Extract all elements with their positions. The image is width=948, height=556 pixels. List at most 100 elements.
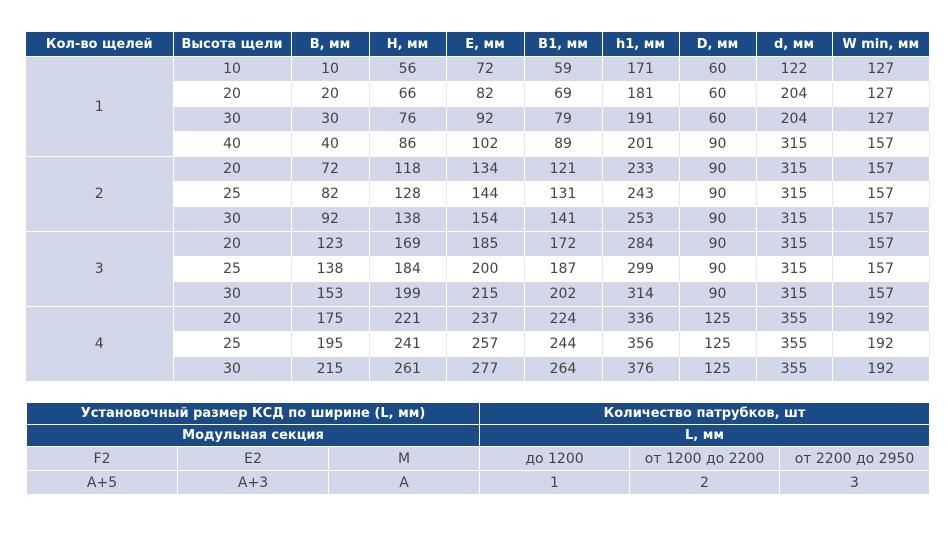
table-cell: 69 bbox=[524, 81, 603, 107]
table-cell: 122 bbox=[756, 56, 833, 82]
table-cell: 121 bbox=[524, 156, 603, 182]
table-cell: 30 bbox=[173, 281, 292, 307]
table-cell: 89 bbox=[524, 131, 603, 157]
table-cell: 2 bbox=[629, 470, 780, 495]
slot-count-cell: 3 bbox=[26, 231, 174, 307]
table-cell: 314 bbox=[602, 281, 680, 307]
table-cell: 184 bbox=[369, 256, 447, 282]
table-cell: M bbox=[328, 446, 480, 471]
table-cell: 315 bbox=[756, 231, 833, 257]
table-cell: 10 bbox=[173, 56, 292, 82]
table-cell: 60 bbox=[679, 106, 757, 132]
table-row: 1 10 10 56 72 59 171 60 122 127 bbox=[26, 56, 929, 157]
install-row: F2 E2 M до 1200 от 1200 до 2200 от 2200 … bbox=[26, 446, 931, 471]
table-row: 30 92 138 154 141 253 90 315 157 bbox=[26, 206, 929, 232]
table-cell: 90 bbox=[679, 181, 757, 207]
table-cell: E2 bbox=[177, 446, 329, 471]
table-cell: 204 bbox=[756, 81, 833, 107]
dimensions-body: 1 10 10 56 72 59 171 60 122 127 20 20 66 82 69 181 60 204… bbox=[26, 56, 930, 381]
table-cell: 72 bbox=[291, 156, 370, 182]
table-cell: 82 bbox=[291, 181, 370, 207]
table-cell: 224 bbox=[524, 306, 603, 332]
table-cell: F2 bbox=[26, 446, 178, 471]
table-row: 20 20 66 82 69 181 60 204 127 bbox=[26, 81, 930, 107]
install-size-table: Установочный размер КСД по ширине (L, мм… bbox=[26, 402, 931, 495]
table-cell: 355 bbox=[756, 356, 833, 381]
table-cell: от 2200 до 2950 bbox=[778, 446, 931, 471]
table-row: 30 215 261 277 264 376 125 355 192 bbox=[26, 356, 929, 381]
install-width-header: Установочный размер КСД по ширине (L, мм… bbox=[26, 402, 480, 425]
table-cell: 253 bbox=[602, 206, 680, 232]
table-cell: 181 bbox=[602, 81, 680, 107]
table-row: 25 138 184 200 187 299 90 315 157 bbox=[26, 256, 930, 282]
length-header: L, мм bbox=[478, 424, 931, 447]
table-cell: 187 bbox=[524, 256, 603, 282]
table-cell: 138 bbox=[291, 256, 370, 282]
table-cell: 90 bbox=[679, 156, 757, 182]
table-cell: 127 bbox=[832, 106, 929, 132]
table-cell: 20 bbox=[291, 81, 370, 107]
col-header: d, мм bbox=[756, 32, 833, 57]
table-cell: 40 bbox=[173, 131, 292, 157]
table-cell: 192 bbox=[832, 331, 930, 357]
table-cell: 134 bbox=[446, 156, 525, 182]
col-header: Кол-во щелей bbox=[26, 32, 174, 57]
table-cell: 277 bbox=[446, 356, 525, 381]
table-cell: 30 bbox=[173, 106, 292, 132]
table-row: 25 195 241 257 244 356 125 355 192 bbox=[26, 331, 930, 357]
table-cell: 127 bbox=[832, 81, 930, 107]
table-cell: 30 bbox=[173, 356, 292, 381]
table-cell: 154 bbox=[446, 206, 525, 232]
table-cell: 204 bbox=[756, 106, 833, 132]
table-cell: 125 bbox=[679, 306, 757, 332]
table-cell: 144 bbox=[446, 181, 525, 207]
table-row: 40 40 86 102 89 201 90 315 157 bbox=[26, 131, 930, 157]
table-cell: 233 bbox=[602, 156, 680, 182]
table-cell: 40 bbox=[291, 131, 370, 157]
nozzle-count-header: Количество патрубков, шт bbox=[478, 402, 931, 425]
table-cell: 60 bbox=[679, 56, 757, 82]
modular-section-header: Модульная секция bbox=[26, 424, 480, 447]
table-cell: 157 bbox=[832, 281, 929, 307]
table-cell: 315 bbox=[756, 281, 833, 307]
table-cell: 202 bbox=[524, 281, 603, 307]
table-cell: 25 bbox=[173, 256, 292, 282]
table-cell: 20 bbox=[173, 231, 292, 257]
table-cell: 284 bbox=[602, 231, 680, 257]
table-cell: 90 bbox=[679, 206, 757, 232]
table-cell: 241 bbox=[369, 331, 447, 357]
col-header: E, мм bbox=[446, 32, 525, 57]
table-cell: 76 bbox=[369, 106, 447, 132]
table-cell: 201 bbox=[602, 131, 680, 157]
table-cell: 92 bbox=[446, 106, 525, 132]
table-cell: 157 bbox=[832, 131, 930, 157]
table-cell: 315 bbox=[756, 156, 833, 182]
table-cell: 199 bbox=[369, 281, 447, 307]
table-cell: 157 bbox=[832, 156, 929, 182]
col-header: D, мм bbox=[679, 32, 757, 57]
table-cell: 315 bbox=[756, 181, 833, 207]
table-cell: 90 bbox=[679, 256, 757, 282]
table-cell: 172 bbox=[524, 231, 603, 257]
table-cell: 315 bbox=[756, 256, 833, 282]
table-cell: 138 bbox=[369, 206, 447, 232]
table-cell: от 1200 до 2200 bbox=[629, 446, 780, 471]
col-header: B1, мм bbox=[524, 32, 603, 57]
table-cell: 20 bbox=[173, 156, 292, 182]
table-cell: 257 bbox=[446, 331, 525, 357]
table-cell: 315 bbox=[756, 206, 833, 232]
table-cell: 79 bbox=[524, 106, 603, 132]
table-cell: 90 bbox=[679, 131, 757, 157]
table-cell: A+5 bbox=[26, 470, 178, 495]
table-cell: 355 bbox=[756, 331, 833, 357]
table-cell: 86 bbox=[369, 131, 447, 157]
install-header-row: Установочный размер КСД по ширине (L, мм… bbox=[26, 402, 931, 425]
table-cell: 90 bbox=[679, 281, 757, 307]
table-cell: 128 bbox=[369, 181, 447, 207]
table-cell: 25 bbox=[173, 181, 292, 207]
dimensions-header-row: Кол-во щелей Высота щели B, мм H, мм E, … bbox=[26, 32, 929, 57]
table-cell: 20 bbox=[173, 306, 292, 332]
table-cell: 1 bbox=[479, 470, 630, 495]
table-cell: 157 bbox=[832, 231, 929, 257]
table-cell: 299 bbox=[602, 256, 680, 282]
